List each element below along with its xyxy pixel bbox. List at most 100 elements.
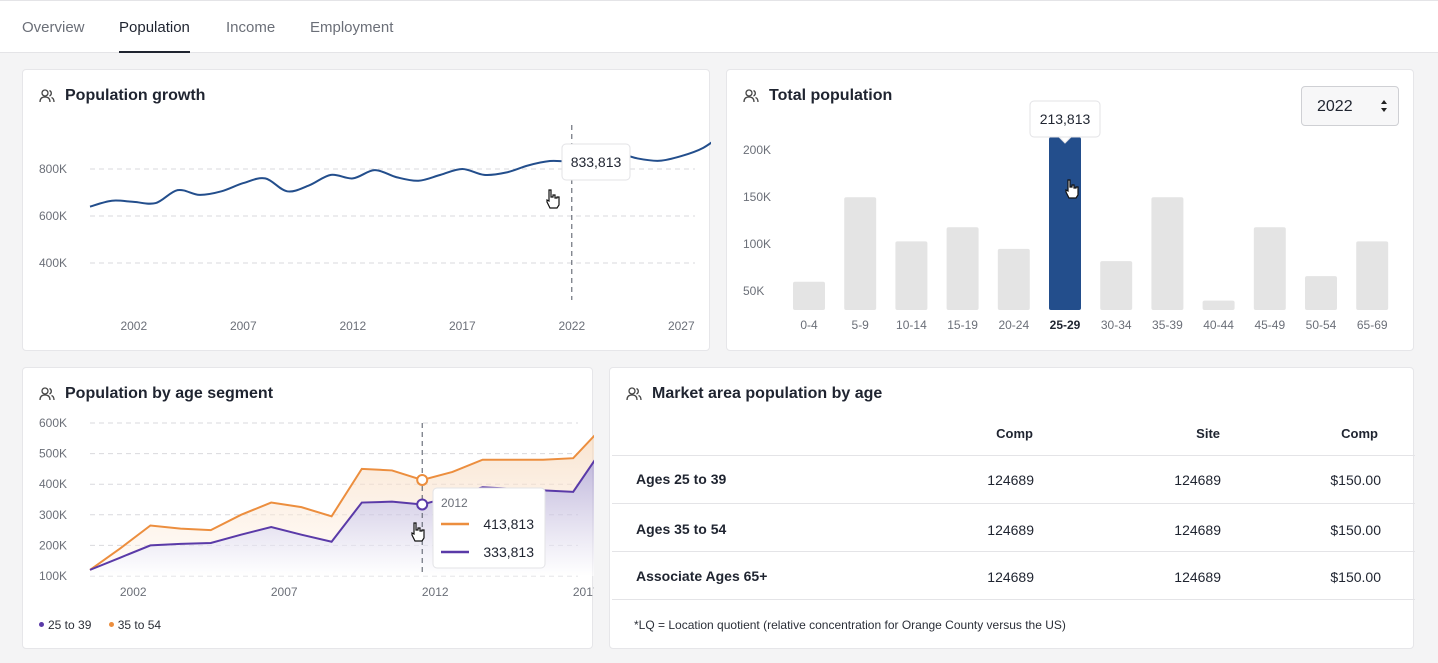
bar [1100, 261, 1133, 310]
x-tick-label: 2012 [339, 319, 366, 333]
y-tick-label: 200K [39, 538, 67, 552]
x-tick-label: 5-9 [852, 318, 870, 332]
column-header[interactable]: Comp [1341, 426, 1378, 441]
sort-arrows-icon [1381, 100, 1387, 112]
x-tick-label: 15-19 [947, 318, 978, 332]
y-tick-label: 100K [743, 237, 771, 251]
y-tick-label: 600K [39, 209, 67, 223]
total-population-chart[interactable]: 200K 150K 100K 50K 0-4 5-9 10-14 15-19 20-24 25-2… [727, 70, 1415, 352]
table-cell: $150.00 [1330, 472, 1381, 488]
table-row[interactable]: Associate Ages 65+ 124689 124689 $150.00 [612, 551, 1415, 600]
tab-employment[interactable]: Employment [310, 19, 394, 36]
bar [1253, 227, 1286, 310]
hand-cursor-icon [1065, 179, 1079, 199]
x-tick-label: 2012 [422, 585, 449, 599]
year-select[interactable]: 2022 [1301, 86, 1399, 126]
x-tick-label: 2007 [271, 585, 298, 599]
legend-dot [108, 622, 114, 628]
bar [1356, 241, 1389, 310]
x-tick-label: 50-54 [1306, 318, 1337, 332]
bar [844, 197, 877, 310]
age-segment-chart[interactable]: 600K 500K 400K 300K 200K 100K 2002 2007 2012 2017… [23, 368, 594, 650]
area-band [90, 436, 594, 570]
x-tick-label: 10-14 [896, 318, 927, 332]
x-tick-label: 30-34 [1101, 318, 1132, 332]
tab-income[interactable]: Income [226, 19, 276, 36]
bar [946, 227, 979, 310]
y-tick-label: 600K [39, 416, 67, 430]
tooltip-pointer [1057, 136, 1073, 144]
bar [1049, 137, 1081, 310]
bar [997, 248, 1030, 310]
chart-legend: 25 to 39 35 to 54 [39, 618, 175, 632]
table-cell: 124689 [987, 472, 1034, 488]
x-tick-label: 45-49 [1254, 318, 1285, 332]
y-tick-label: 200K [743, 143, 771, 157]
bar [895, 241, 928, 310]
x-tick-label: 40-44 [1203, 318, 1234, 332]
year-select-value: 2022 [1317, 98, 1353, 115]
y-tick-label: 400K [39, 256, 67, 270]
hand-cursor-icon [546, 189, 560, 209]
table-cell: 124689 [987, 569, 1034, 585]
x-tick-label: 0-4 [800, 318, 818, 332]
highlight-point [416, 498, 429, 511]
table-cell: 124689 [987, 522, 1034, 538]
highlight-point [416, 473, 429, 486]
tab-overview[interactable]: Overview [22, 19, 85, 36]
table-cell: $150.00 [1330, 569, 1381, 585]
bar [1202, 300, 1235, 310]
people-icon [626, 387, 642, 401]
x-tick-label: 2017 [573, 585, 594, 599]
x-tick-label: 25-29 [1050, 318, 1081, 332]
card-title: Population by age segment [65, 385, 274, 402]
people-icon [39, 387, 55, 401]
y-tick-label: 100K [39, 569, 67, 583]
tooltip-value: 213,813 [1040, 111, 1091, 127]
footnote: *LQ = Location quotient (relative concen… [634, 618, 1066, 632]
row-label: Associate Ages 65+ [636, 568, 768, 584]
row-label: Ages 35 to 54 [636, 521, 727, 537]
people-icon [743, 89, 759, 103]
card-title: Market area population by age [652, 385, 883, 402]
column-header[interactable]: Site [1196, 426, 1220, 441]
bar [1305, 276, 1337, 310]
hand-cursor-icon [411, 522, 425, 542]
tab-population[interactable]: Population [119, 19, 190, 53]
bar [793, 281, 825, 310]
tooltip-value: 413,813 [483, 516, 534, 532]
tooltip-value: 333,813 [483, 544, 534, 560]
table-row[interactable]: Ages 35 to 54 124689 124689 $150.00 [612, 503, 1415, 551]
tooltip-value: 833,813 [571, 154, 622, 170]
row-label: Ages 25 to 39 [636, 471, 727, 487]
table-cell: 124689 [1174, 522, 1221, 538]
x-tick-label: 2002 [120, 585, 147, 599]
legend-label: 25 to 39 [48, 618, 92, 632]
x-tick-label: 2017 [449, 319, 476, 333]
tooltip-year: 2012 [441, 496, 468, 510]
y-tick-label: 400K [39, 477, 67, 491]
population-growth-chart[interactable]: 800K 600K 400K 2002 2007 2012 2017 2022 2027 833,… [23, 70, 711, 352]
y-tick-label: 800K [39, 162, 67, 176]
people-icon [39, 89, 55, 103]
table-cell: $150.00 [1330, 522, 1381, 538]
card-title: Total population [769, 87, 893, 104]
total-population-card: Total population 2022 200K 150K 100K 50K 0-4… [726, 69, 1414, 351]
legend-item[interactable]: 35 to 54 [108, 618, 161, 632]
tooltip-box [432, 487, 546, 569]
market-area-card: Market area population by age Comp Site … [609, 367, 1415, 649]
x-tick-label: 65-69 [1357, 318, 1388, 332]
y-tick-label: 50K [743, 284, 764, 298]
table-row[interactable]: Ages 25 to 39 124689 124689 $150.00 [612, 455, 1415, 503]
legend-item[interactable]: 25 to 39 [39, 618, 91, 632]
age-segment-card: Population by age segment 600K 500K 400K 30… [22, 367, 594, 650]
x-tick-label: 2027 [668, 319, 695, 333]
x-tick-label: 2007 [230, 319, 257, 333]
table-cell: 124689 [1174, 569, 1221, 585]
series-line [89, 434, 594, 571]
x-tick-label: 35-39 [1152, 318, 1183, 332]
column-header[interactable]: Comp [996, 426, 1033, 441]
y-tick-label: 300K [39, 508, 67, 522]
population-growth-card: Population growth 800K 600K 400K 2002 2007 20… [22, 69, 711, 352]
tooltip-box [561, 143, 631, 181]
